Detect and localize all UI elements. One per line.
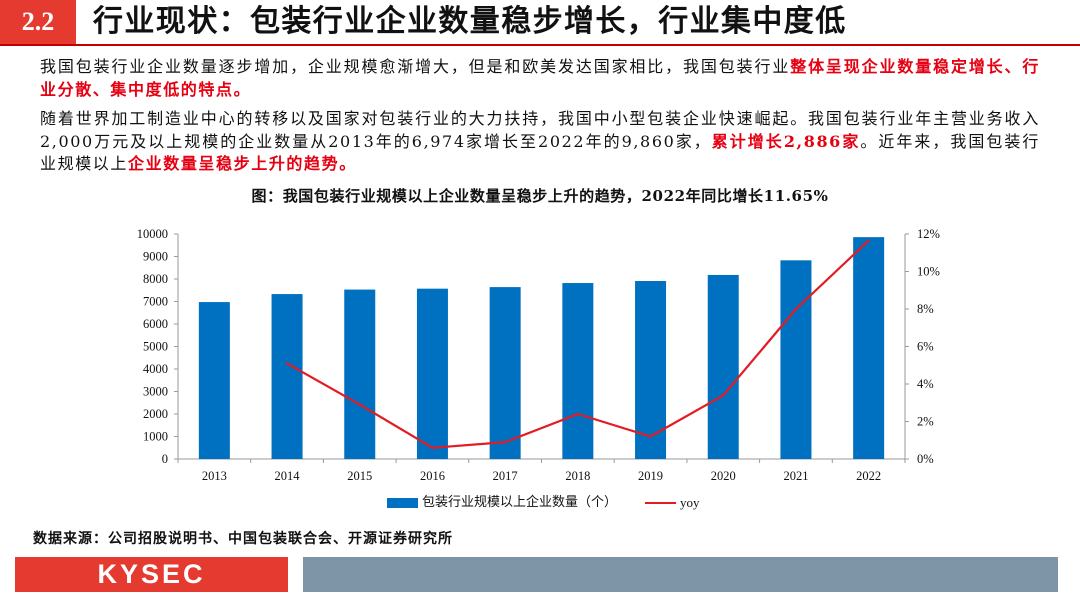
yoy-point-2015 bbox=[358, 403, 361, 406]
legend-line-label: yoy bbox=[680, 495, 700, 510]
bar-2022 bbox=[853, 237, 885, 459]
left-y-tick-label: 1000 bbox=[143, 430, 168, 444]
left-y-tick-label: 4000 bbox=[143, 362, 168, 376]
right-y-tick-label: 0% bbox=[917, 452, 934, 466]
left-y-tick-label: 0 bbox=[162, 452, 168, 466]
paragraph-2-text-a: 随着世界加工制造业中心的转移以及国家对包装行业的大力扶持，我国中小型包装企业快速… bbox=[40, 109, 1040, 151]
kysec-logo-text: KYSEC bbox=[97, 559, 206, 589]
yoy-point-2018 bbox=[576, 412, 580, 416]
yoy-point-2017 bbox=[503, 440, 507, 444]
paragraph-2-highlight-a: 累计增长2,886家 bbox=[711, 131, 861, 151]
left-y-tick-label: 8000 bbox=[143, 272, 168, 286]
right-y-tick-label: 10% bbox=[917, 265, 940, 279]
paragraph-1-text: 我国包装行业企业数量逐步增加，企业规模愈渐增大，但是和欧美发达国家相比，我国包装… bbox=[40, 57, 791, 76]
right-y-tick-label: 6% bbox=[917, 340, 934, 354]
bar-2015 bbox=[344, 289, 376, 459]
yoy-point-2021 bbox=[794, 307, 798, 311]
x-tick-label: 2015 bbox=[347, 469, 372, 483]
left-y-tick-label: 2000 bbox=[143, 407, 168, 421]
header-divider bbox=[0, 44, 1080, 46]
yoy-point-2016 bbox=[431, 446, 434, 449]
right-y-tick-label: 4% bbox=[917, 377, 934, 391]
right-y-tick-label: 2% bbox=[917, 415, 934, 429]
right-y-tick-label: 12% bbox=[917, 227, 940, 241]
kysec-logo: KYSEC bbox=[15, 557, 288, 592]
bar-2021 bbox=[780, 260, 812, 459]
page-title: 行业现状：包装行业企业数量稳步增长，行业集中度低 bbox=[93, 4, 847, 39]
legend-line-swatch bbox=[645, 502, 676, 504]
x-tick-label: 2017 bbox=[493, 469, 518, 483]
bar-2017 bbox=[489, 287, 521, 459]
x-tick-label: 2013 bbox=[202, 469, 227, 483]
yoy-point-2019 bbox=[649, 435, 652, 438]
bar-line-combo-chart: 0 1000 2000 3000 4000 5000 6000 7000 8000 9000 100… bbox=[137, 227, 940, 483]
x-tick-label: 2020 bbox=[711, 469, 736, 483]
x-tick-label: 2022 bbox=[856, 469, 881, 483]
x-tick-label: 2019 bbox=[638, 469, 663, 483]
paragraph-2-text-b: 。近年来，我国包装行业规模以上 bbox=[40, 131, 1040, 174]
chart-title: 图：我国包装行业规模以上企业数量呈稳步上升的趋势，2022年同比增长11.65% bbox=[251, 187, 829, 205]
bar-2013 bbox=[198, 302, 230, 459]
yoy-point-2022 bbox=[867, 239, 870, 242]
bar-2016 bbox=[416, 288, 448, 459]
yoy-point-2020 bbox=[722, 394, 725, 397]
paragraph-2-highlight-b: 企业数量呈稳步上升的趋势。 bbox=[128, 154, 357, 173]
paragraph-1: 我国包装行业企业数量逐步增加，企业规模愈渐增大，但是和欧美发达国家相比，我国包装… bbox=[40, 56, 1040, 101]
bar-2020 bbox=[707, 274, 739, 459]
data-source-note: 数据来源：公司招股说明书、中国包装联合会、开源证券研究所 bbox=[33, 531, 453, 547]
x-tick-label: 2018 bbox=[565, 469, 590, 483]
yoy-point-2014 bbox=[285, 362, 289, 365]
x-tick-label: 2016 bbox=[420, 469, 445, 483]
section-number: 2.2 bbox=[21, 7, 55, 36]
footer-bar bbox=[303, 557, 1058, 592]
left-y-tick-label: 10000 bbox=[137, 227, 168, 241]
paragraph-2: 随着世界加工制造业中心的转移以及国家对包装行业的大力扶持，我国中小型包装企业快速… bbox=[40, 108, 1040, 176]
x-tick-label: 2014 bbox=[275, 469, 301, 483]
left-y-tick-label: 9000 bbox=[143, 250, 168, 264]
paragraph-1-highlight: 整体呈现企业数量稳定增长、行业分散、集中度低的特点。 bbox=[40, 57, 1041, 99]
bar-2014 bbox=[271, 294, 303, 459]
left-y-tick-label: 5000 bbox=[143, 340, 168, 354]
legend-bar-swatch bbox=[387, 498, 418, 508]
x-tick-label: 2021 bbox=[783, 469, 808, 483]
legend-bar-label: 包装行业规模以上企业数量（个） bbox=[422, 495, 618, 510]
left-y-tick-label: 6000 bbox=[143, 317, 168, 331]
left-y-tick-label: 3000 bbox=[143, 385, 168, 399]
bar-2019 bbox=[635, 281, 667, 459]
section-number-badge: 2.2 bbox=[0, 0, 76, 44]
right-y-tick-label: 8% bbox=[917, 302, 934, 316]
bar-2018 bbox=[562, 283, 594, 459]
left-y-tick-label: 7000 bbox=[143, 295, 168, 309]
